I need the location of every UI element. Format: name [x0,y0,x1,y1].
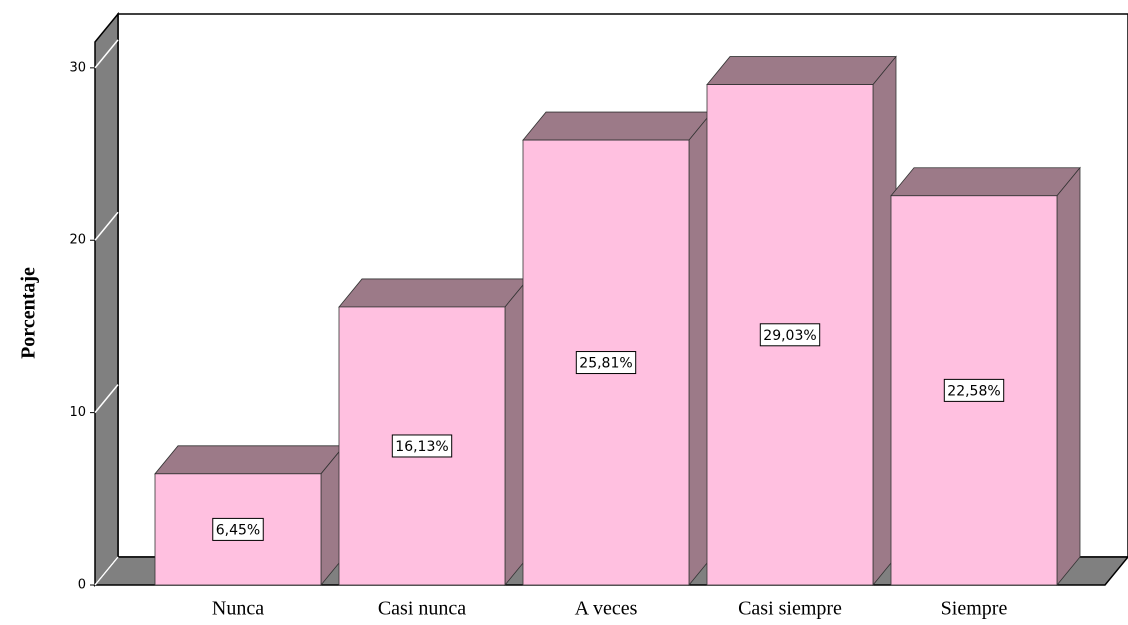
wall-grid-line [94,384,119,414]
y-tick-label: 20 [69,233,86,248]
value-label-box [575,351,637,375]
value-label: 22,58% [947,383,1000,399]
left-wall [94,11,119,588]
y-tick-label: 30 [69,60,86,75]
value-label: 16,13% [395,439,448,455]
value-label-box [212,517,264,541]
value-label-box [943,378,1005,402]
bar-top [890,167,1081,197]
value-label: 25,81% [579,356,632,372]
bar-top [706,56,897,85]
bar-group: 22,58% [890,166,1081,587]
value-label: 29,03% [763,328,816,344]
x-tick-label: Casi nunca [378,598,466,620]
x-tick-label: Nunca [212,598,264,620]
value-label-box [759,323,821,347]
wall-grid-line [94,39,119,69]
value-label: 6,45% [216,522,260,538]
y-tick-label: 0 [78,578,86,593]
bar-group: 16,13% [338,277,529,587]
bar-group: 6,45% [154,444,345,587]
wall-grid-line [94,211,119,241]
x-tick-label: A veces [575,598,638,620]
bar-top [522,111,713,141]
x-tick-label: Casi siempre [738,598,842,620]
y-axis-label: Porcentaje [18,267,40,359]
y-tick-label: 10 [69,405,86,420]
wall-grid-line [94,556,119,586]
bar-side [1056,166,1081,587]
bar-group: 29,03% [706,55,897,587]
bar-top [338,278,529,308]
value-label-box [391,434,453,458]
x-tick-label: Siempre [941,598,1008,620]
bar-top [154,445,345,475]
bar-group: 25,81% [522,110,713,587]
